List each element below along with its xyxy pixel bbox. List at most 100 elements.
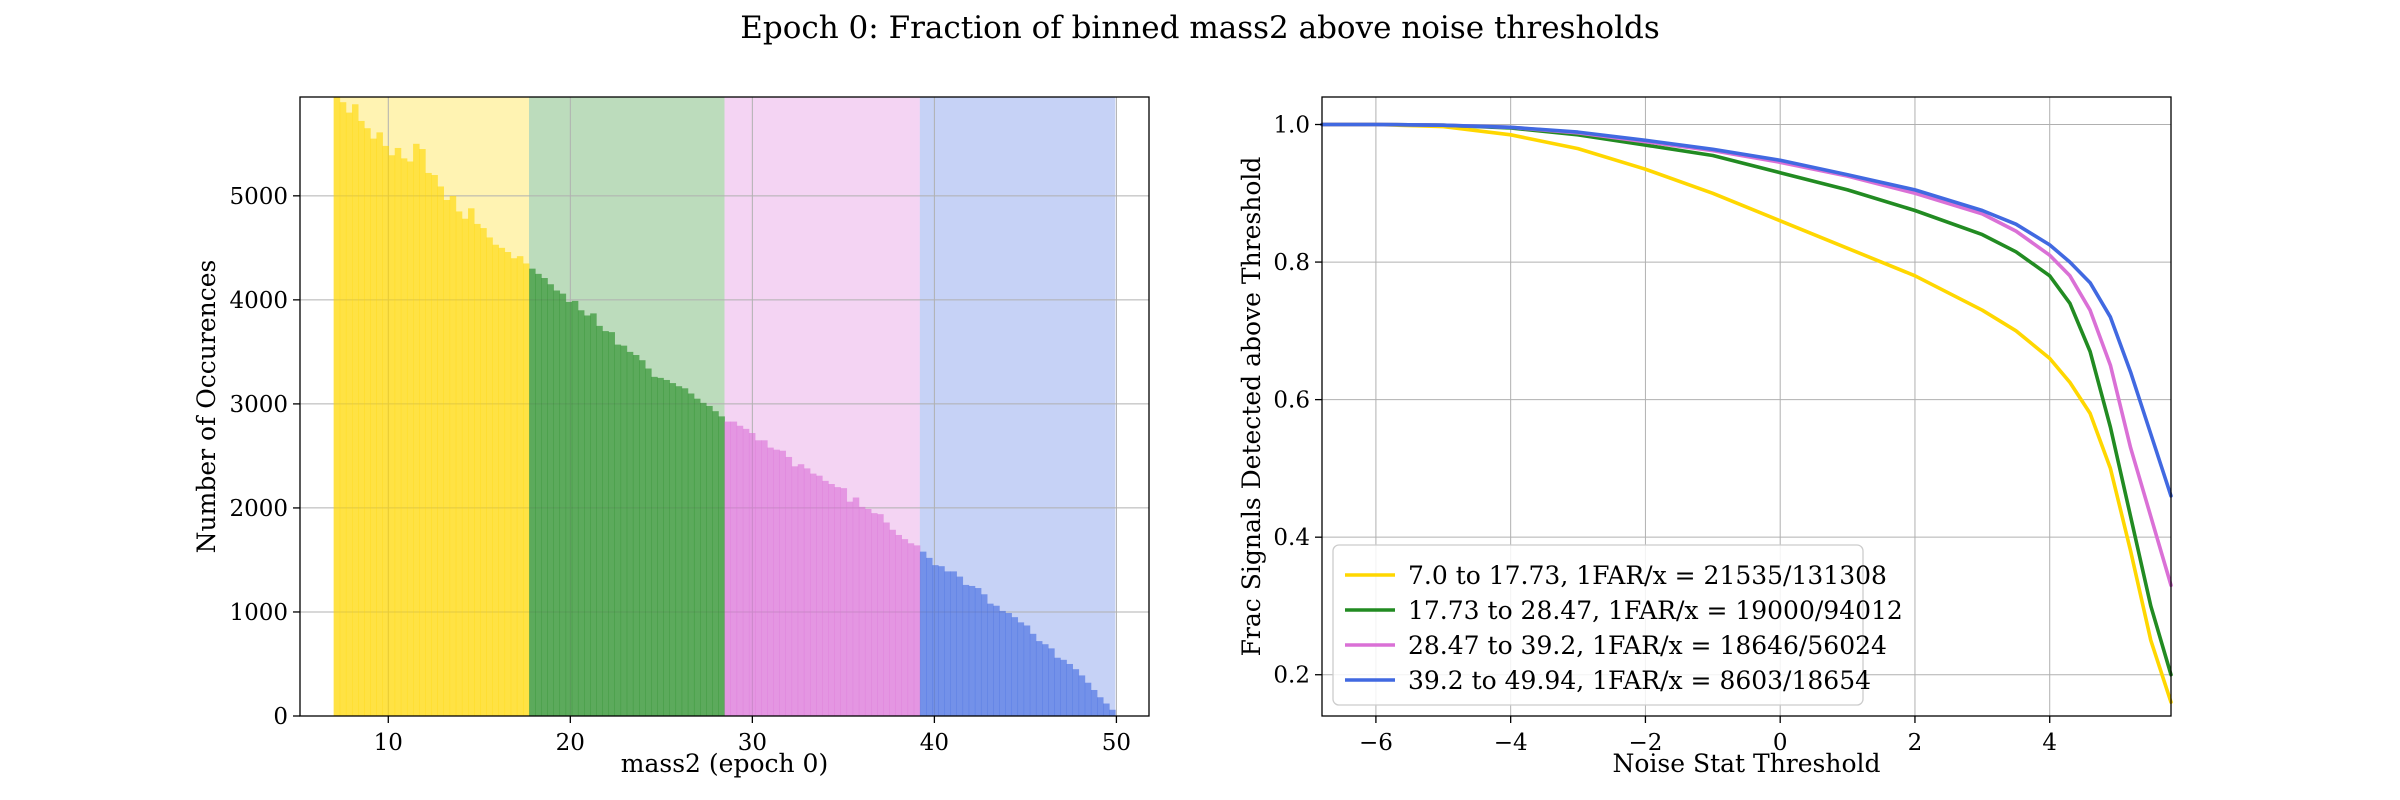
- histogram-x-axis-label: mass2 (epoch 0): [621, 749, 828, 778]
- histogram-bar: [480, 228, 487, 717]
- histogram-bar: [474, 223, 481, 716]
- histogram-bar: [748, 433, 756, 716]
- histogram-bar: [828, 484, 835, 716]
- histogram-bar: [913, 545, 921, 716]
- histogram-bar: [938, 566, 945, 716]
- threshold-y-tick-label: 0.4: [1273, 525, 1310, 551]
- histogram-bar: [461, 218, 469, 716]
- histogram-bar: [797, 464, 805, 716]
- histogram-bar: [1005, 613, 1012, 716]
- histogram-bar: [693, 398, 701, 716]
- threshold-frame: [1321, 96, 2172, 717]
- histogram-bar: [718, 416, 725, 716]
- histogram-bar: [639, 360, 646, 716]
- histogram-bar: [431, 175, 438, 716]
- histogram-bar: [1048, 648, 1055, 716]
- histogram-bar: [522, 263, 530, 716]
- histogram-bar: [1054, 657, 1061, 716]
- threshold-x-tick-label: −6: [1359, 730, 1393, 756]
- histogram-bar: [755, 440, 762, 716]
- threshold-x-tick-label: 2: [1908, 730, 1923, 756]
- histogram-bar: [547, 284, 554, 716]
- histogram-axes: 10 20 30 40 50 0 1000 2000 3000 4000 5000 mass2 (e…: [192, 96, 1150, 778]
- histogram-bar: [492, 244, 499, 717]
- threshold-y-tick-label: 0.6: [1273, 388, 1310, 414]
- histogram-bar: [736, 425, 744, 716]
- histogram-bar: [351, 104, 359, 717]
- histogram-y-axis-label: Number of Occurences: [192, 260, 221, 554]
- histogram-bar: [535, 273, 542, 716]
- histogram-bar: [675, 386, 683, 716]
- histogram-bar: [962, 584, 970, 716]
- histogram-bar: [919, 551, 927, 716]
- histogram-x-tick-label: 40: [920, 730, 949, 756]
- histogram-bar: [358, 120, 365, 716]
- histogram-bar: [840, 488, 848, 716]
- threshold-y-tick-label: 1.0: [1273, 113, 1310, 139]
- histogram-bar: [852, 497, 860, 716]
- histogram-bar: [944, 571, 951, 716]
- threshold-x-axis-label: Noise Stat Threshold: [1612, 749, 1880, 778]
- histogram-bar: [565, 301, 573, 716]
- histogram-bar: [632, 355, 640, 716]
- histogram-x-tick-label: 50: [1102, 730, 1131, 756]
- histogram-y-tick-label: 1000: [229, 600, 288, 626]
- legend-label-4: 39.2 to 49.94, 1FAR/x = 8603/18654: [1408, 666, 1871, 695]
- histogram-bar: [1011, 617, 1019, 716]
- histogram-bar: [712, 411, 719, 716]
- histogram-bar: [620, 345, 628, 716]
- legend-label-2: 17.73 to 28.47, 1FAR/x = 19000/94012: [1408, 596, 1903, 625]
- histogram-bar: [950, 571, 957, 716]
- histogram-bar: [895, 534, 902, 716]
- histogram-bar: [1084, 682, 1092, 716]
- histogram-bar: [388, 155, 396, 717]
- histogram-frame: [299, 96, 1150, 717]
- histogram-bar: [657, 377, 664, 716]
- histogram-bar: [858, 506, 866, 716]
- histogram-bar: [529, 268, 536, 716]
- histogram-bar: [553, 290, 561, 716]
- series-line-4: [1320, 122, 2173, 498]
- histogram-bar: [669, 383, 677, 716]
- histogram-bar: [822, 480, 829, 716]
- histogram-bar: [584, 315, 591, 716]
- histogram-bar: [993, 605, 1000, 716]
- figure-title: Epoch 0: Fraction of binned mass2 above …: [740, 10, 1660, 46]
- histogram-bar: [779, 450, 786, 716]
- histogram-bar: [724, 421, 732, 716]
- threshold-axes: −6 −4 −2 0 2 4 0.2 0.4 0.6 0.8 1.0 Noise Stat Thre…: [1237, 96, 2173, 778]
- histogram-bar: [883, 522, 890, 716]
- histogram-bar: [1023, 625, 1031, 716]
- histogram-bar: [730, 421, 738, 716]
- legend-label-3: 28.47 to 39.2, 1FAR/x = 18646/56024: [1408, 631, 1887, 660]
- histogram-bar: [980, 594, 988, 716]
- histogram-bar: [791, 466, 799, 716]
- histogram-bar: [663, 379, 670, 716]
- histogram-x-tick-label: 10: [374, 730, 403, 756]
- histogram-bar: [1090, 689, 1098, 716]
- histogram-bar: [419, 149, 426, 717]
- histogram-bar: [364, 128, 371, 716]
- threshold-x-tick-label: 0: [1773, 730, 1788, 756]
- threshold-y-tick-label: 0.2: [1273, 663, 1310, 689]
- histogram-bar: [498, 247, 506, 716]
- histogram-bar: [809, 473, 817, 716]
- histogram-bar: [889, 529, 896, 716]
- histogram-bar: [559, 293, 567, 716]
- histogram-bar: [510, 258, 518, 716]
- histogram-bar: [999, 610, 1006, 716]
- histogram-bar: [871, 513, 878, 716]
- histogram-x-tick-label: 30: [738, 730, 767, 756]
- histogram-bar: [1029, 633, 1037, 716]
- histogram-bar: [394, 147, 402, 717]
- histogram-bar: [846, 501, 854, 716]
- histogram-bar: [443, 199, 451, 716]
- histogram-bar: [596, 325, 603, 716]
- histogram-bar: [590, 313, 597, 716]
- histogram-bar: [687, 393, 695, 716]
- histogram-bar: [602, 331, 609, 716]
- histogram-y-tick-label: 4000: [229, 288, 288, 314]
- histogram-y-tick-label: 5000: [229, 184, 288, 210]
- histogram-bar: [449, 195, 457, 717]
